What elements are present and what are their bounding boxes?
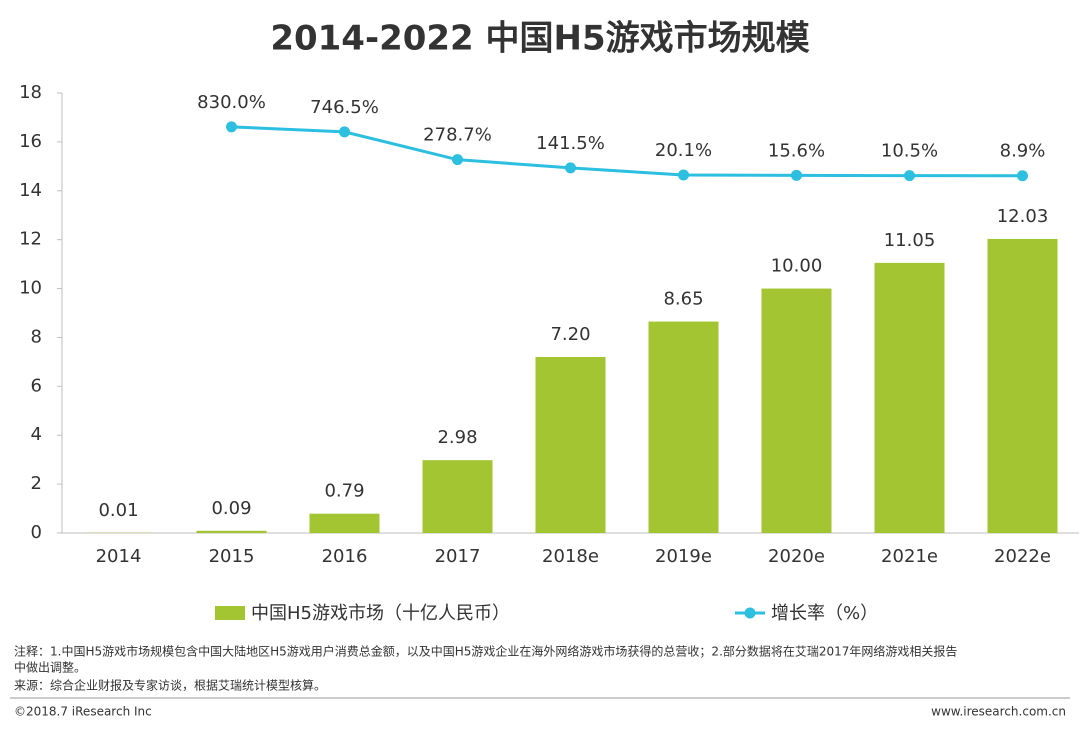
y-tick-label: 18 <box>19 82 42 103</box>
x-tick-label: 2018e <box>542 546 599 567</box>
y-tick-label: 12 <box>19 229 42 250</box>
line-point <box>226 121 237 133</box>
bar <box>648 321 719 533</box>
y-tick-label: 4 <box>31 424 42 445</box>
data-label: 2.98 <box>437 427 477 448</box>
data-label: 0.09 <box>211 498 251 519</box>
data-label: 10.00 <box>771 256 823 277</box>
x-tick-label: 2022e <box>994 546 1051 567</box>
x-tick-label: 2021e <box>881 546 938 567</box>
bar <box>422 460 493 533</box>
data-label: 12.03 <box>997 206 1049 227</box>
data-label: 746.5% <box>310 97 379 118</box>
legend-label: 增长率（%） <box>771 603 878 624</box>
line-point <box>452 154 463 166</box>
bar <box>535 357 606 533</box>
bar <box>761 288 832 533</box>
x-tick-label: 2016 <box>322 546 368 567</box>
line-point <box>904 170 915 182</box>
line-point <box>678 169 689 181</box>
legend-swatch <box>744 607 756 619</box>
x-tick-label: 2019e <box>655 546 712 567</box>
y-tick-label: 16 <box>19 131 42 152</box>
bar <box>987 238 1058 533</box>
x-tick-label: 2017 <box>435 546 481 567</box>
data-label: 8.9% <box>1000 141 1046 162</box>
y-tick-label: 14 <box>19 180 42 201</box>
line-point <box>339 126 350 138</box>
footer-right: www.iresearch.com.cn <box>931 705 1066 719</box>
note: 来源：综合企业财报及专家访谈，根据艾瑞统计模型核算。 <box>14 678 326 693</box>
note: 注释：1.中国H5游戏市场规模包含中国大陆地区H5游戏用户消费总金额，以及中国H… <box>14 644 957 659</box>
data-label: 830.0% <box>197 92 266 113</box>
data-label: 8.65 <box>663 289 703 310</box>
data-label: 0.79 <box>324 481 364 502</box>
y-tick-label: 10 <box>19 278 42 299</box>
data-label: 20.1% <box>655 140 712 161</box>
data-label: 0.01 <box>98 500 138 521</box>
y-tick-label: 0 <box>31 522 42 543</box>
x-tick-label: 2015 <box>209 546 255 567</box>
data-label: 7.20 <box>550 324 590 345</box>
bar <box>874 262 945 533</box>
x-tick-label: 2020e <box>768 546 825 567</box>
y-tick-label: 2 <box>31 473 42 494</box>
y-tick-label: 6 <box>31 375 42 396</box>
data-label: 278.7% <box>423 125 492 146</box>
line-point <box>791 169 802 181</box>
line-point <box>565 162 576 174</box>
data-label: 15.6% <box>768 140 825 161</box>
legend-swatch <box>215 606 245 620</box>
y-tick-label: 8 <box>31 326 42 347</box>
line <box>231 125 1023 178</box>
note: 中做出调整。 <box>14 660 86 675</box>
legend-label: 中国H5游戏市场（十亿人民币） <box>251 603 510 624</box>
footer-left: ©2018.7 iResearch Inc <box>14 705 152 719</box>
data-label: 11.05 <box>884 230 936 251</box>
chart-title: 2014-2022 中国H5游戏市场规模 <box>270 19 809 59</box>
bar <box>196 530 267 533</box>
line-point <box>1017 170 1028 182</box>
bar <box>309 513 380 533</box>
data-label: 141.5% <box>536 133 605 154</box>
x-tick-label: 2014 <box>96 546 142 567</box>
data-label: 10.5% <box>881 141 938 162</box>
